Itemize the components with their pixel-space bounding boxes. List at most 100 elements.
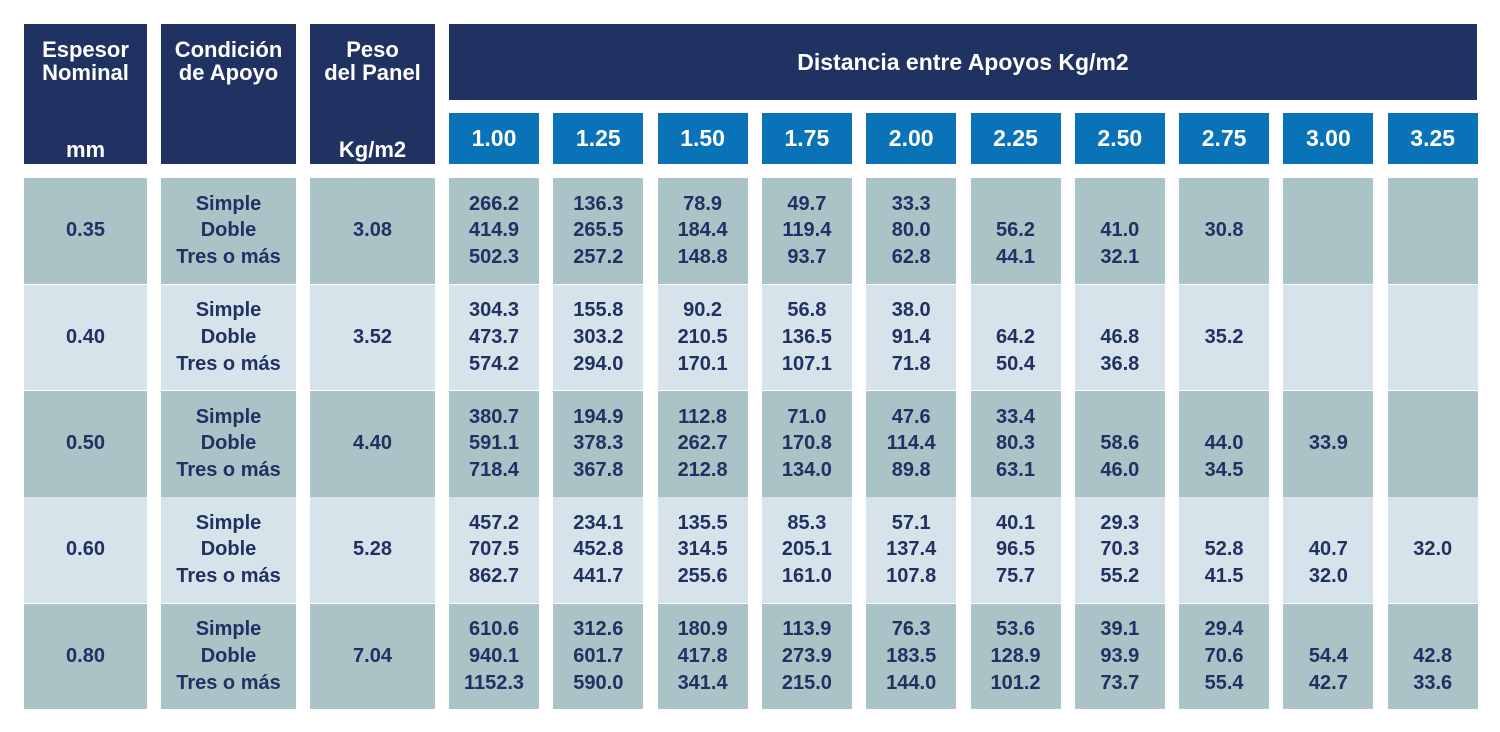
load-cell: 33.4 80.3 63.1 (970, 391, 1061, 497)
weight-cell: 3.52 (310, 284, 435, 390)
condition: Tres o más (176, 352, 281, 375)
load-value: 112.8 (678, 405, 728, 428)
load-value: 262.7 (677, 432, 728, 455)
load-cell: 90.2 210.5 170.1 (657, 284, 748, 390)
load-value: 184.4 (677, 219, 728, 242)
condition: Doble (200, 325, 257, 348)
span-header: 1.00 (449, 113, 539, 164)
condition: Doble (200, 219, 257, 242)
load-value: 170.8 (781, 432, 832, 455)
load-value: 35.2 (1204, 325, 1244, 348)
thickness-cell: 0.50 (24, 391, 147, 497)
load-cell: 39.1 93.9 73.7 (1074, 603, 1165, 709)
weight-cell: 5.28 (310, 497, 435, 603)
load-value: 50.4 (996, 352, 1035, 375)
load-value: 39.1 (1100, 618, 1140, 641)
load-value: 44.1 (996, 246, 1035, 269)
load-value: 610.6 (468, 618, 520, 641)
header-title: Condición de Apoyo (175, 38, 283, 98)
load-cell: 78.9 184.4 148.8 (657, 178, 748, 284)
load-cell: 29.4 70.6 55.4 (1179, 603, 1270, 709)
load-value: 473.7 (468, 325, 520, 348)
load-cell: 56.2 44.1 (970, 178, 1061, 284)
load-value: 107.1 (781, 352, 832, 375)
load-value: 58.6 (1100, 432, 1140, 455)
load-value: 128.9 (990, 644, 1041, 667)
load-value: 90.2 (683, 299, 723, 322)
load-value: 590.0 (573, 671, 624, 694)
span-label: 2.50 (1097, 125, 1143, 151)
load-cell: 64.2 50.4 (970, 284, 1061, 390)
load-cell: 234.1 452.8 441.7 (553, 497, 644, 603)
thickness-cell: 0.35 (24, 178, 147, 284)
header-title: Peso del Panel (324, 38, 421, 98)
load-value: 180.9 (677, 618, 728, 641)
header-condition: Condición de Apoyo (161, 24, 296, 164)
load-value: 304.3 (468, 299, 520, 322)
condition-cell: Simple Doble Tres o más (161, 391, 296, 497)
span-header: 3.00 (1283, 113, 1374, 164)
load-value: 378.3 (573, 432, 624, 455)
load-value: 136.3 (573, 192, 624, 215)
load-value: 862.7 (468, 565, 520, 588)
header-title-line: de Apoyo (178, 60, 279, 85)
load-value: 135.5 (677, 511, 728, 534)
header-title: Espesor Nominal (42, 38, 129, 98)
thickness-cell: 0.40 (24, 284, 147, 390)
load-cell: 44.0 34.5 (1179, 391, 1270, 497)
condition: Simple (195, 618, 262, 641)
load-value: 75.7 (996, 565, 1035, 588)
header-weight: Peso del Panel Kg/m2 (310, 24, 435, 164)
condition: Tres o más (176, 246, 281, 269)
span-header: 2.00 (866, 113, 957, 164)
load-cell: 32.0 (1387, 497, 1478, 603)
load-value: 194.9 (573, 405, 624, 428)
load-cell: 49.7 119.4 93.7 (761, 178, 852, 284)
load-cell: 41.0 32.1 (1074, 178, 1165, 284)
load-value: 257.2 (573, 246, 624, 269)
thickness: 0.50 (66, 432, 105, 455)
load-value: 170.1 (677, 352, 728, 375)
span-label: 1.75 (784, 125, 830, 151)
header-unit: mm (65, 137, 106, 162)
load-value: 56.2 (996, 219, 1035, 242)
load-value: 63.1 (996, 459, 1035, 482)
header-title-line: Espesor (42, 37, 129, 62)
load-value: 33.9 (1308, 432, 1348, 455)
span-label: 3.25 (1410, 125, 1456, 151)
load-value: 273.9 (781, 644, 832, 667)
load-value: 49.7 (787, 192, 827, 215)
load-value: 29.3 (1100, 511, 1140, 534)
load-value: 46.0 (1100, 459, 1140, 482)
load-cell: 33.9 (1283, 391, 1374, 497)
weight: 4.40 (353, 432, 392, 455)
load-value: 441.7 (573, 565, 624, 588)
load-value: 148.8 (677, 246, 728, 269)
load-cell: 35.2 (1179, 284, 1270, 390)
weight: 7.04 (353, 644, 392, 667)
load-value: 234.1 (573, 511, 624, 534)
load-cell: 52.8 41.5 (1179, 497, 1270, 603)
weight: 5.28 (353, 538, 392, 561)
weight-cell: 7.04 (310, 603, 435, 709)
span-label: 2.00 (888, 125, 934, 151)
span-label: 2.75 (1201, 125, 1247, 151)
condition: Doble (200, 644, 257, 667)
load-value: 114.4 (886, 432, 936, 455)
load-value: 40.1 (996, 511, 1035, 534)
load-value: 113.9 (782, 618, 832, 641)
load-cell: 76.3 183.5 144.0 (866, 603, 957, 709)
load-cell: 135.5 314.5 255.6 (657, 497, 748, 603)
load-cell (1387, 391, 1478, 497)
load-value: 73.7 (1100, 671, 1140, 694)
distance-title-text: Distancia entre Apoyos Kg/m2 (797, 48, 1129, 75)
load-value: 707.5 (468, 538, 520, 561)
load-value: 457.2 (468, 511, 520, 534)
load-value: 96.5 (996, 538, 1035, 561)
load-value: 134.0 (781, 459, 832, 482)
span-header: 2.25 (970, 113, 1061, 164)
condition: Tres o más (176, 565, 281, 588)
load-value: 78.9 (683, 192, 723, 215)
span-header: 3.25 (1387, 113, 1478, 164)
